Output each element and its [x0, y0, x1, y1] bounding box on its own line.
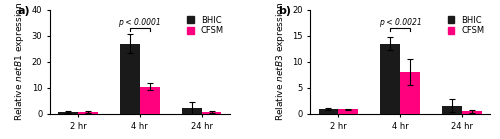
Y-axis label: Relative $\it{netB1}$ expression: Relative $\it{netB1}$ expression [13, 2, 26, 121]
Text: b): b) [278, 6, 291, 16]
Bar [400, 72, 420, 114]
Legend: BHIC, CFSM: BHIC, CFSM [186, 14, 226, 37]
Text: p < 0.0021: p < 0.0021 [379, 18, 422, 27]
Legend: BHIC, CFSM: BHIC, CFSM [446, 14, 486, 37]
Text: p < 0.0001: p < 0.0001 [118, 18, 161, 27]
Bar [380, 44, 400, 114]
Bar [202, 112, 222, 114]
Y-axis label: Relative $\it{netB3}$ expression: Relative $\it{netB3}$ expression [274, 2, 286, 121]
Bar [442, 106, 462, 114]
Bar [182, 108, 202, 114]
Bar [462, 111, 482, 114]
Bar [58, 112, 78, 114]
Bar [140, 87, 160, 114]
Bar [78, 112, 98, 114]
Bar [338, 109, 358, 114]
Bar [318, 109, 338, 114]
Bar [120, 44, 140, 114]
Text: a): a) [18, 6, 30, 16]
